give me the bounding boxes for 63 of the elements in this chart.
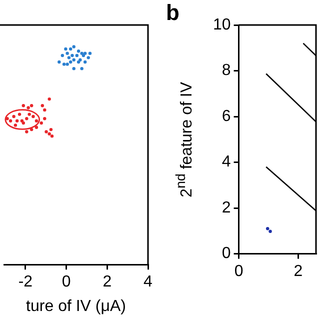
- point: [44, 130, 48, 134]
- point: [48, 132, 51, 136]
- y-tick-label: 2: [222, 199, 231, 216]
- point: [58, 60, 61, 64]
- point: [34, 119, 38, 122]
- point: [30, 128, 34, 132]
- chart-title: b: [166, 0, 180, 26]
- point: [68, 60, 72, 64]
- point: [20, 119, 24, 122]
- point: [40, 121, 43, 125]
- point: [72, 66, 76, 70]
- point: [34, 126, 38, 129]
- point: [64, 47, 68, 51]
- point: [72, 45, 76, 48]
- point: [83, 60, 87, 64]
- y-tick-label: 4: [222, 154, 231, 171]
- point: [60, 54, 64, 58]
- point: [49, 128, 53, 132]
- x-tick-label: 2: [102, 274, 112, 291]
- point: [40, 104, 44, 108]
- y-tick-label: 10: [213, 16, 231, 34]
- x-tick-label: 0: [62, 274, 71, 291]
- point: [25, 117, 28, 120]
- point: [72, 58, 76, 62]
- x-tick-label: 4: [144, 274, 153, 291]
- point: [8, 119, 12, 122]
- point: [70, 54, 74, 58]
- point: [43, 117, 46, 120]
- point: [66, 62, 69, 66]
- point: [88, 52, 92, 55]
- point: [43, 108, 46, 112]
- point: [68, 47, 72, 51]
- x-tick-label: -2: [18, 274, 33, 291]
- point: [26, 106, 30, 110]
- point: [80, 52, 84, 55]
- y-tick-label: 8: [222, 62, 231, 80]
- point: [86, 56, 90, 60]
- point: [76, 50, 80, 53]
- point: [75, 54, 79, 58]
- point: [25, 130, 28, 134]
- point: [6, 117, 9, 120]
- point: [83, 52, 87, 55]
- point: [14, 124, 18, 127]
- y-tick-label: 0: [222, 245, 231, 262]
- point: [28, 112, 31, 116]
- point: [66, 52, 69, 55]
- point: [48, 97, 51, 101]
- point: [82, 54, 86, 58]
- point: [15, 119, 19, 122]
- point: [78, 58, 82, 62]
- point: [18, 112, 22, 116]
- x-axis-title: ture of IV (μA): [26, 298, 126, 315]
- point: [30, 104, 34, 108]
- point: [67, 56, 71, 60]
- point: [12, 114, 16, 118]
- point: [22, 104, 26, 108]
- point: [32, 114, 35, 118]
- point: [62, 62, 66, 66]
- point: [50, 134, 54, 138]
- point: [76, 60, 80, 64]
- point: [22, 121, 26, 125]
- y-tick-label: 6: [222, 108, 231, 125]
- point: [80, 66, 84, 70]
